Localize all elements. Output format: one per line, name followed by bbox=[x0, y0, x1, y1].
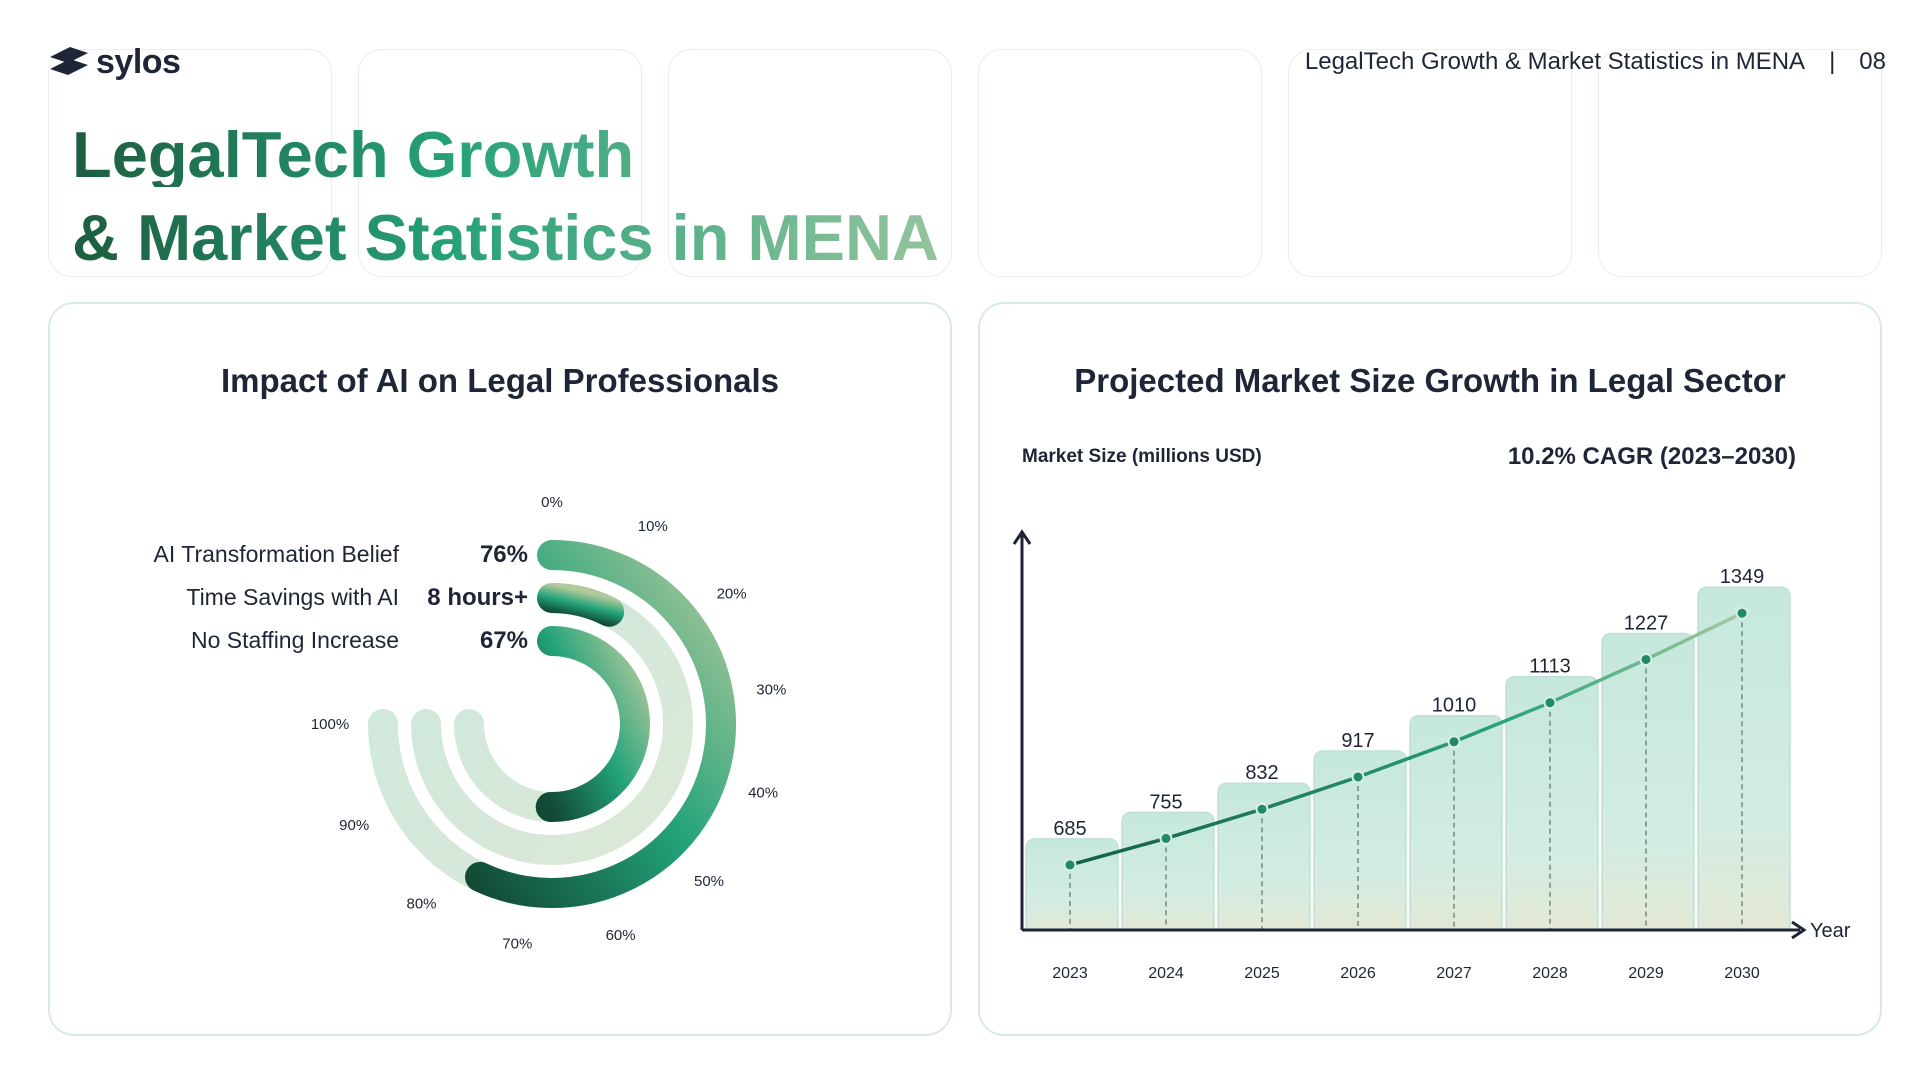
bar-value-label: 1227 bbox=[1624, 612, 1669, 634]
x-axis-label: Year bbox=[1810, 920, 1851, 942]
y-axis-arrow bbox=[1012, 529, 1032, 545]
market-bar bbox=[1025, 838, 1119, 931]
sylos-logo-icon bbox=[50, 47, 88, 75]
background-card bbox=[48, 49, 332, 277]
radial-series-label: No Staffing Increase bbox=[191, 627, 399, 653]
bar-value-label: 917 bbox=[1341, 730, 1374, 752]
radial-tick-label: 80% bbox=[406, 896, 436, 913]
cagr-annotation: 10.2% CAGR (2023–2030) bbox=[1508, 443, 1796, 470]
bar-value-label: 755 bbox=[1149, 791, 1182, 813]
radial-series-label: Time Savings with AI bbox=[186, 584, 399, 610]
ai-impact-chart-title: Impact of AI on Legal Professionals bbox=[220, 362, 780, 399]
y-axis-label: Market Size (millions USD) bbox=[1022, 446, 1262, 467]
page-title-line-1: LegalTech Growth bbox=[72, 118, 635, 191]
radial-tick-label: 100% bbox=[311, 716, 349, 733]
radial-series-value: 8 hours+ bbox=[427, 584, 528, 611]
header-separator: | bbox=[1829, 48, 1836, 75]
bar-value-label: 1113 bbox=[1529, 656, 1571, 678]
bar-value-label: 832 bbox=[1245, 762, 1278, 784]
radial-bar bbox=[537, 583, 625, 627]
background-card bbox=[358, 49, 642, 277]
x-tick-label: 2023 bbox=[1052, 965, 1088, 982]
trend-point bbox=[1543, 696, 1557, 710]
brand-name: sylos bbox=[96, 42, 181, 81]
market-size-bar-chart: Market Size (millions USD) 10.2% CAGR (2… bbox=[1012, 443, 1851, 982]
bar-value-label: 1349 bbox=[1720, 566, 1765, 588]
radial-tick-label: 60% bbox=[606, 927, 636, 944]
radial-series-value: 76% bbox=[480, 541, 528, 568]
market-size-panel: Projected Market Size Growth in Legal Se… bbox=[978, 302, 1882, 1036]
radial-tick-label: 10% bbox=[638, 518, 668, 535]
market-bar bbox=[1217, 782, 1311, 931]
radial-track bbox=[411, 583, 693, 865]
trend-point bbox=[1447, 735, 1461, 749]
x-tick-label: 2030 bbox=[1724, 965, 1760, 982]
ai-impact-panel: Impact of AI on Legal Professionals 0% 10… bbox=[48, 302, 952, 1036]
brand-logo: sylos bbox=[48, 42, 181, 82]
x-tick-label: 2026 bbox=[1340, 965, 1376, 982]
section-title: LegalTech Growth & Market Statistics in … bbox=[1304, 48, 1806, 75]
x-tick-label: 2024 bbox=[1148, 965, 1184, 982]
trend-point bbox=[1351, 770, 1365, 784]
trend-point bbox=[1735, 606, 1749, 620]
market-bar bbox=[1697, 586, 1791, 931]
bar-value-label: 1010 bbox=[1432, 695, 1477, 717]
market-chart-title: Projected Market Size Growth in Legal Se… bbox=[1074, 362, 1786, 399]
radial-tick-label: 50% bbox=[694, 873, 724, 890]
background-card bbox=[978, 49, 1262, 277]
trend-point bbox=[1639, 652, 1653, 666]
trend-point bbox=[1255, 802, 1269, 816]
radial-tick-label: 20% bbox=[717, 586, 747, 603]
background-card bbox=[1288, 49, 1572, 277]
radial-tick-label: 90% bbox=[339, 817, 369, 834]
x-tick-label: 2025 bbox=[1244, 965, 1280, 982]
page-number: 08 bbox=[1859, 48, 1886, 75]
market-bar bbox=[1601, 632, 1695, 931]
background-card bbox=[668, 49, 952, 277]
market-bar bbox=[1505, 675, 1599, 931]
trend-point bbox=[1159, 831, 1173, 845]
radial-series-label: AI Transformation Belief bbox=[154, 541, 400, 567]
radial-tick-label: 40% bbox=[748, 785, 778, 802]
x-tick-label: 2029 bbox=[1628, 965, 1664, 982]
x-tick-label: 2028 bbox=[1532, 965, 1568, 982]
radial-tick-label: 0% bbox=[541, 494, 563, 511]
radial-bar bbox=[465, 540, 736, 908]
x-axis-arrow bbox=[1791, 920, 1807, 940]
radial-series-value: 67% bbox=[480, 627, 528, 654]
x-tick-label: 2027 bbox=[1436, 965, 1472, 982]
background-card bbox=[1598, 49, 1882, 277]
trend-point bbox=[1063, 858, 1077, 872]
market-bar bbox=[1121, 811, 1215, 931]
bar-value-label: 685 bbox=[1053, 818, 1086, 840]
header-info: LegalTech Growth & Market Statistics in … bbox=[1305, 48, 1886, 76]
page-title-line-2: & Market Statistics in MENA bbox=[72, 201, 939, 274]
radial-bar bbox=[535, 626, 650, 822]
radial-tick-label: 30% bbox=[756, 681, 786, 698]
radial-tick-label: 70% bbox=[502, 935, 532, 952]
trend-line bbox=[1069, 611, 1743, 867]
ai-impact-radial-chart: 0% 10% 20% 30% 40% 50% 60% 70% 80% 90% 100% AI Tra… bbox=[154, 494, 787, 952]
